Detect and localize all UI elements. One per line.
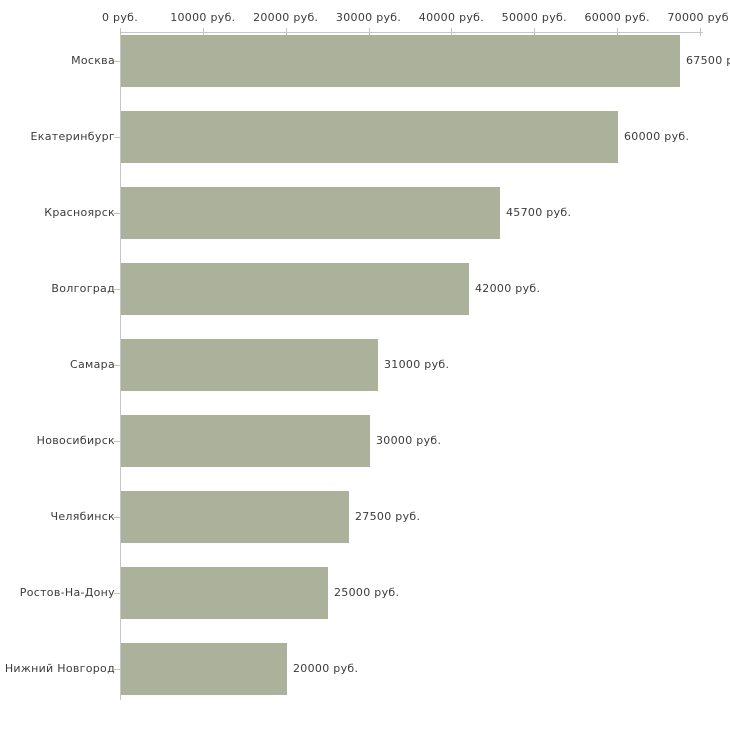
x-axis-tick [286,28,287,36]
value-label: 25000 руб. [334,586,400,599]
value-label: 27500 руб. [355,510,421,523]
category-label: Красноярск [44,206,115,219]
category-label: Ростов-На-Дону [19,586,115,599]
category-label: Нижний Новгород [4,662,115,675]
value-label: 42000 руб. [475,282,541,295]
x-axis-line [120,32,703,33]
x-axis-tick [451,28,452,36]
category-tick [114,365,120,366]
category-label: Москва [71,54,115,67]
bar [121,187,500,239]
bar [121,339,378,391]
x-axis-tick [700,28,701,36]
bar [121,567,328,619]
x-axis-tick-label: 30000 руб. [335,11,402,24]
value-label: 45700 руб. [506,206,572,219]
x-axis-tick-label: 20000 руб. [253,11,319,24]
x-axis-tick-label: 40000 руб. [418,11,485,24]
x-axis-tick-label: 10000 руб. [170,11,236,24]
x-axis-tick [203,28,204,36]
bar [121,111,618,163]
x-axis-tick [369,28,370,36]
category-label: Челябинск [50,510,115,523]
category-tick [114,669,120,670]
category-label: Самара [70,358,115,371]
category-label: Екатеринбург [30,130,115,143]
category-tick [114,593,120,594]
x-axis-tick [120,28,121,36]
bar [121,415,370,467]
value-label: 60000 руб. [624,130,690,143]
x-axis-tick-label: 60000 руб. [584,11,650,24]
category-tick [114,517,120,518]
value-label: 20000 руб. [293,662,359,675]
category-tick [114,289,120,290]
value-label: 67500 руб. [686,54,730,67]
value-label: 30000 руб. [376,434,442,447]
x-axis-tick-label: 50000 руб. [501,11,567,24]
x-axis-tick-label: 0 руб. [101,11,139,24]
category-label: Волгоград [51,282,115,295]
x-axis-tick [534,28,535,36]
category-tick [114,441,120,442]
category-tick [114,213,120,214]
category-tick [114,137,120,138]
category-tick [114,61,120,62]
category-label: Новосибирск [36,434,115,447]
x-axis-tick [617,28,618,36]
bar [121,263,469,315]
value-label: 31000 руб. [384,358,450,371]
bar [121,35,680,87]
y-axis-line [120,32,121,700]
bar [121,491,349,543]
bar [121,643,287,695]
x-axis-tick-label: 70000 руб. [667,11,730,24]
